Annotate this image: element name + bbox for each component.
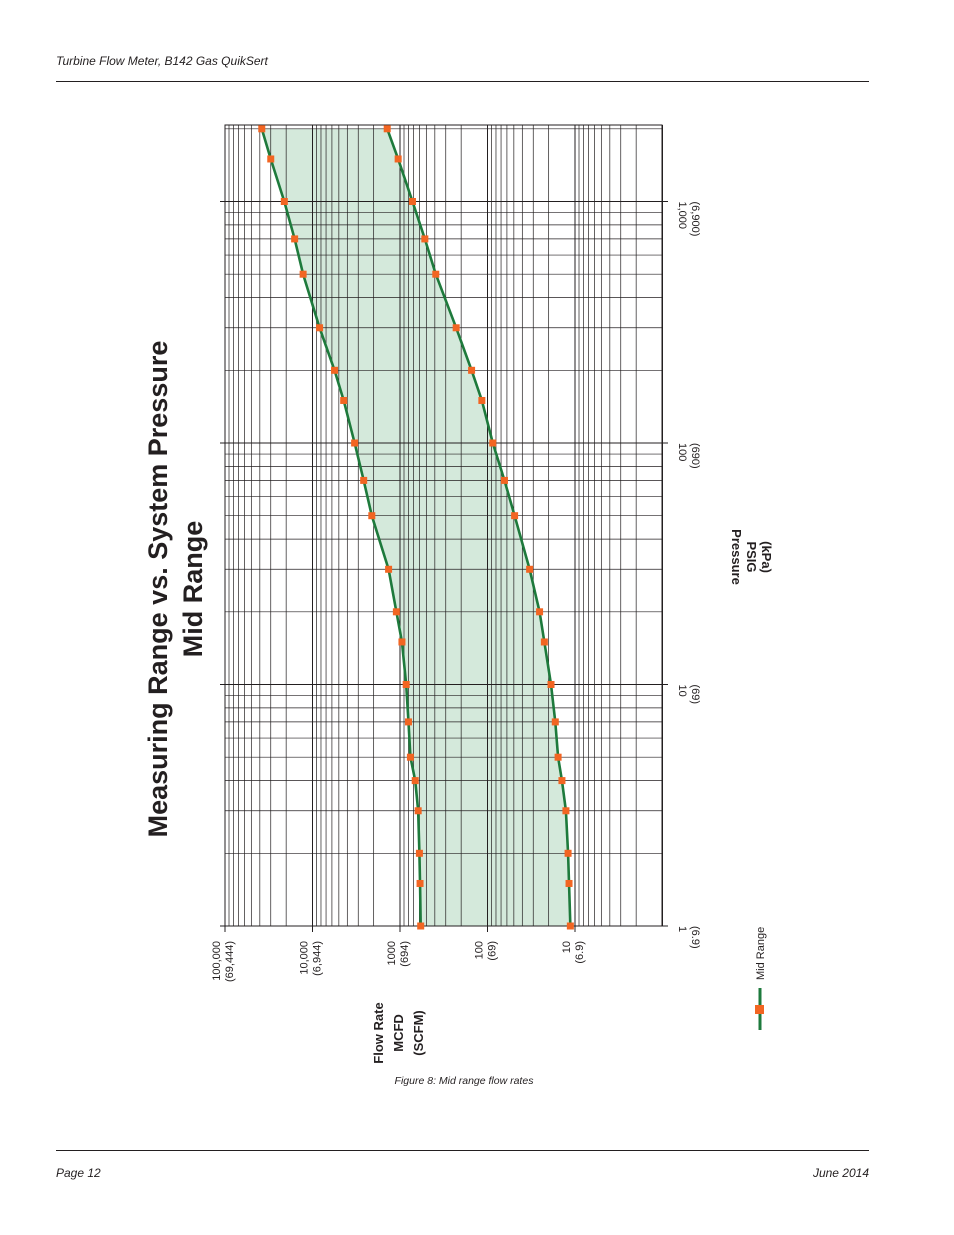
data-point-marker — [368, 512, 376, 520]
header-title: Turbine Flow Meter, B142 Gas QuikSert — [56, 54, 268, 68]
flow-tick-labels: 100,000 (69,444) 10,000 (6,944) 1000 (694) 100… — [211, 941, 586, 982]
data-point-marker — [402, 681, 410, 688]
pressure-tick-label: 100 — [676, 443, 688, 461]
data-point-marker — [280, 198, 288, 205]
figure-caption: Figure 8: Mid range flow rates — [394, 1075, 534, 1087]
data-point-marker — [562, 807, 570, 815]
data-point-marker — [404, 718, 412, 726]
flow-tick-label: 10,000 — [299, 941, 311, 975]
data-point-marker — [417, 922, 425, 930]
data-point-marker — [511, 512, 519, 520]
data-point-marker — [411, 777, 419, 785]
flow-tick-label-scfm: (69) — [487, 941, 499, 961]
flow-tick-label-scfm: (6.9) — [574, 941, 586, 964]
data-point-marker — [406, 753, 414, 761]
chart-legend: Mid Range — [755, 927, 767, 1030]
data-point-marker — [558, 777, 566, 785]
data-point-marker — [316, 324, 324, 332]
chart-title-line-2: Mid Range — [178, 521, 208, 658]
data-point-marker — [551, 718, 559, 726]
data-point-marker — [392, 608, 400, 616]
data-point-marker — [258, 125, 266, 133]
flow-tick-label-scfm: (6,944) — [312, 941, 324, 976]
pressure-axis-title-line-2: PSIG — [744, 541, 759, 572]
pressure-tick-labels: 1 (6.9) 10 (69) 100 (690) 1,000 (6,900) — [676, 202, 701, 949]
flow-tick-label: 100 — [474, 941, 486, 959]
data-point-marker — [414, 807, 422, 815]
mid-range-curves — [260, 128, 572, 927]
pressure-tick-label: 1 — [676, 926, 688, 932]
footer-divider — [56, 1150, 869, 1151]
data-point-marker — [340, 396, 348, 404]
data-point-marker — [415, 849, 423, 857]
page-number: Page 12 — [56, 1166, 101, 1180]
data-point-marker — [468, 366, 476, 374]
flow-axis-title: Flow Rate MCFD (SCFM) — [371, 1002, 426, 1063]
pressure-axis-title: Pressure PSIG (kPa) — [729, 529, 774, 585]
data-point-marker — [416, 879, 424, 887]
max-flow-curve — [260, 128, 422, 927]
data-point-marker — [452, 324, 460, 332]
data-point-marker — [478, 396, 486, 404]
flow-axis-title-line-3: (SCFM) — [411, 1010, 426, 1056]
data-point-marker — [299, 270, 307, 278]
flow-axis-title-line-1: Flow Rate — [371, 1002, 386, 1063]
data-point-marker — [432, 270, 440, 278]
flow-tick-label: 1000 — [386, 941, 398, 965]
data-point-marker — [500, 476, 508, 484]
header-divider — [56, 81, 869, 82]
data-point-marker — [291, 235, 299, 243]
pressure-axis-title-line-1: Pressure — [729, 529, 744, 585]
pressure-tick-label: 10 — [676, 685, 688, 697]
data-point-marker — [566, 922, 574, 930]
data-point-marker — [547, 681, 555, 688]
pressure-tick-label-kpa: (69) — [689, 685, 701, 705]
data-point-marker — [398, 638, 406, 646]
data-point-marker — [421, 235, 429, 243]
flow-tick-label-scfm: (694) — [399, 941, 411, 967]
legend-label: Mid Range — [755, 927, 767, 980]
data-point-marker — [360, 476, 368, 484]
data-point-marker — [489, 439, 497, 447]
chart-grid — [220, 124, 668, 932]
chart-title-line-1: Measuring Range vs. System Pressure — [143, 341, 173, 838]
data-point-marker — [383, 125, 391, 133]
legend-marker-swatch — [755, 1005, 764, 1014]
pressure-tick-label: 1,000 — [676, 202, 688, 230]
mid-range-fill-area — [261, 128, 571, 926]
figure-caption-row: Figure 8: Mid range flow rates — [0, 1075, 954, 1087]
flow-axis-title-line-2: MCFD — [391, 1014, 406, 1052]
data-point-marker — [565, 879, 573, 887]
flow-tick-label: 10 — [561, 941, 573, 953]
data-point-marker — [385, 565, 393, 573]
data-point-marker — [540, 638, 548, 646]
data-point-marker — [564, 849, 572, 857]
data-point-marker — [267, 155, 275, 163]
data-point-marker — [408, 198, 416, 205]
data-point-marker — [331, 366, 339, 374]
data-point-marker — [554, 753, 562, 761]
mid-range-markers — [258, 125, 574, 930]
pressure-tick-label-kpa: (6.9) — [689, 926, 701, 949]
flow-tick-label: 100,000 — [211, 941, 223, 981]
data-point-marker — [536, 608, 544, 616]
pressure-tick-label-kpa: (690) — [689, 443, 701, 469]
min-flow-curve — [385, 128, 572, 927]
pressure-tick-label-kpa: (6,900) — [689, 202, 701, 237]
data-point-marker — [526, 565, 534, 573]
pressure-axis-title-line-3: (kPa) — [759, 541, 774, 573]
data-point-marker — [351, 439, 359, 447]
publication-date: June 2014 — [812, 1166, 869, 1180]
data-point-marker — [394, 155, 402, 163]
flow-tick-label-scfm: (69,444) — [224, 941, 236, 982]
